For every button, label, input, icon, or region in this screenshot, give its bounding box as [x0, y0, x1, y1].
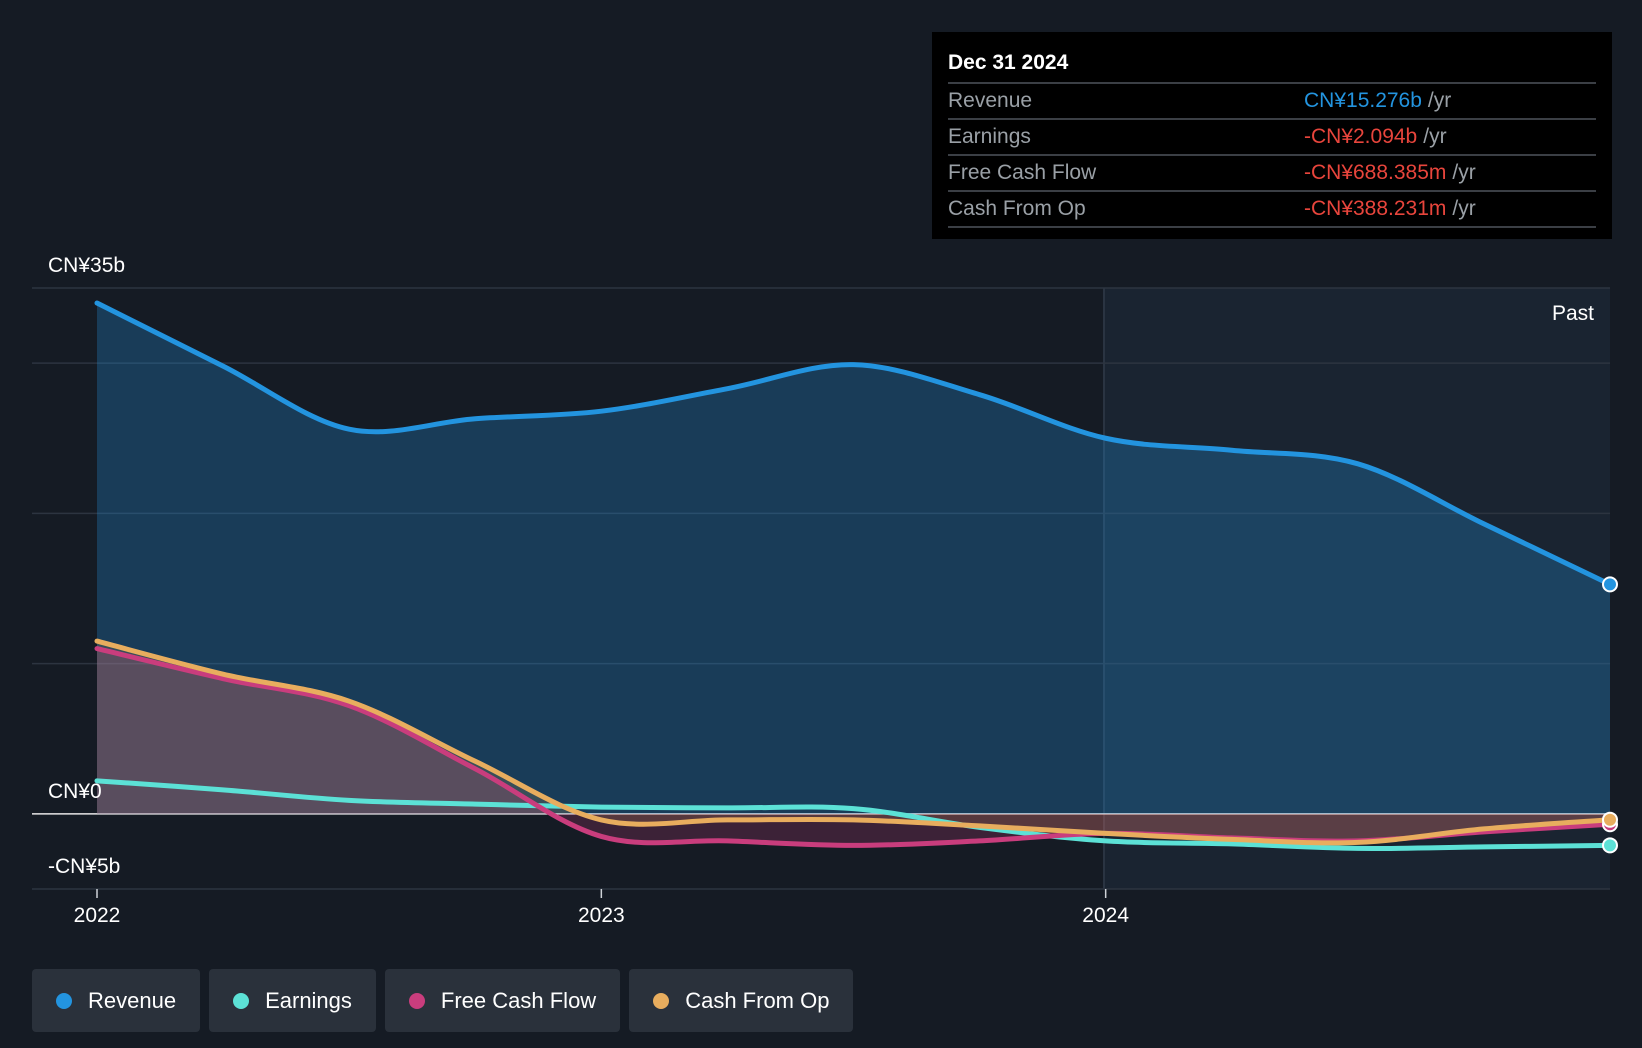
tooltip-label: Earnings: [948, 125, 1031, 148]
legend-item-cash-from-op[interactable]: Cash From Op: [629, 969, 854, 1032]
tooltip-row-earnings: Earnings -CN¥2.094b /yr: [948, 120, 1596, 156]
legend-dot-icon: [653, 992, 670, 1009]
series-fills: [97, 303, 1610, 846]
tooltip-label: Revenue: [948, 89, 1033, 112]
tooltip-unit: /yr: [1452, 161, 1476, 184]
legend-dot-icon: [56, 992, 72, 1009]
legend-item-revenue[interactable]: Revenue: [32, 969, 201, 1032]
y-tick-labels: CN¥35b CN¥0 -CN¥5b: [48, 254, 125, 878]
series-lines: [94, 300, 1613, 852]
x-tick-label: 2023: [578, 904, 625, 927]
legend-item-free-cash-flow[interactable]: Free Cash Flow: [384, 969, 621, 1032]
x-tick-label: 2022: [74, 904, 121, 927]
tooltip-date: Dec 31 2024: [948, 46, 1596, 84]
x-tick-label: 2024: [1082, 904, 1129, 927]
tooltip-row-revenue: Revenue CN¥15.276b /yr: [948, 84, 1596, 120]
tooltip-value: CN¥15.276b: [1304, 89, 1422, 112]
legend-label: Cash From Op: [685, 987, 830, 1013]
y-tick-label: CN¥0: [48, 780, 102, 803]
series-line-earnings: [94, 778, 1613, 852]
tooltip-row-free-cash-flow: Free Cash Flow -CN¥688.385m /yr: [948, 156, 1596, 192]
series-line-revenue: [94, 300, 1613, 587]
series-area-cash-from-op: [97, 641, 1610, 843]
tooltip-unit: /yr: [1452, 197, 1476, 220]
tooltip-value: -CN¥2.094b: [1304, 125, 1418, 148]
series-line-cash-from-op: [94, 638, 1613, 846]
tooltip-label: Free Cash Flow: [948, 161, 1097, 184]
tooltip-row-cash-from-op: Cash From Op -CN¥388.231m /yr: [948, 192, 1596, 228]
y-tick-label: -CN¥5b: [48, 855, 120, 878]
legend-label: Earnings: [265, 987, 352, 1013]
legend-dot-icon: [233, 992, 250, 1009]
tooltip-value: -CN¥688.385m: [1304, 161, 1447, 184]
series-endpoints: [1602, 576, 1618, 854]
series-endpoint-revenue: [1602, 576, 1618, 593]
x-tick-labels: 2022 2023 2024: [74, 889, 1129, 927]
legend: Revenue Earnings Free Cash Flow Cash Fro…: [32, 969, 854, 1032]
tooltip-unit: /yr: [1423, 125, 1447, 148]
y-tick-label: CN¥35b: [48, 254, 125, 277]
tooltip-label: Cash From Op: [948, 197, 1086, 220]
tooltip-unit: /yr: [1427, 89, 1452, 112]
legend-label: Revenue: [88, 987, 177, 1013]
legend-dot-icon: [408, 992, 425, 1009]
past-region: [1104, 288, 1610, 889]
legend-label: Free Cash Flow: [440, 987, 597, 1013]
tooltip-value: -CN¥388.231m: [1304, 197, 1447, 220]
series-endpoint-earnings: [1602, 837, 1618, 854]
series-endpoint-cash-from-op: [1602, 811, 1618, 828]
series-area-revenue: [97, 303, 1610, 814]
gridlines: [32, 287, 1610, 890]
legend-item-earnings[interactable]: Earnings: [209, 969, 376, 1032]
past-label: Past: [1552, 302, 1594, 325]
tooltip: Dec 31 2024 Revenue CN¥15.276b /yr Earni…: [932, 32, 1612, 239]
series-area-free-cash-flow: [97, 648, 1610, 846]
